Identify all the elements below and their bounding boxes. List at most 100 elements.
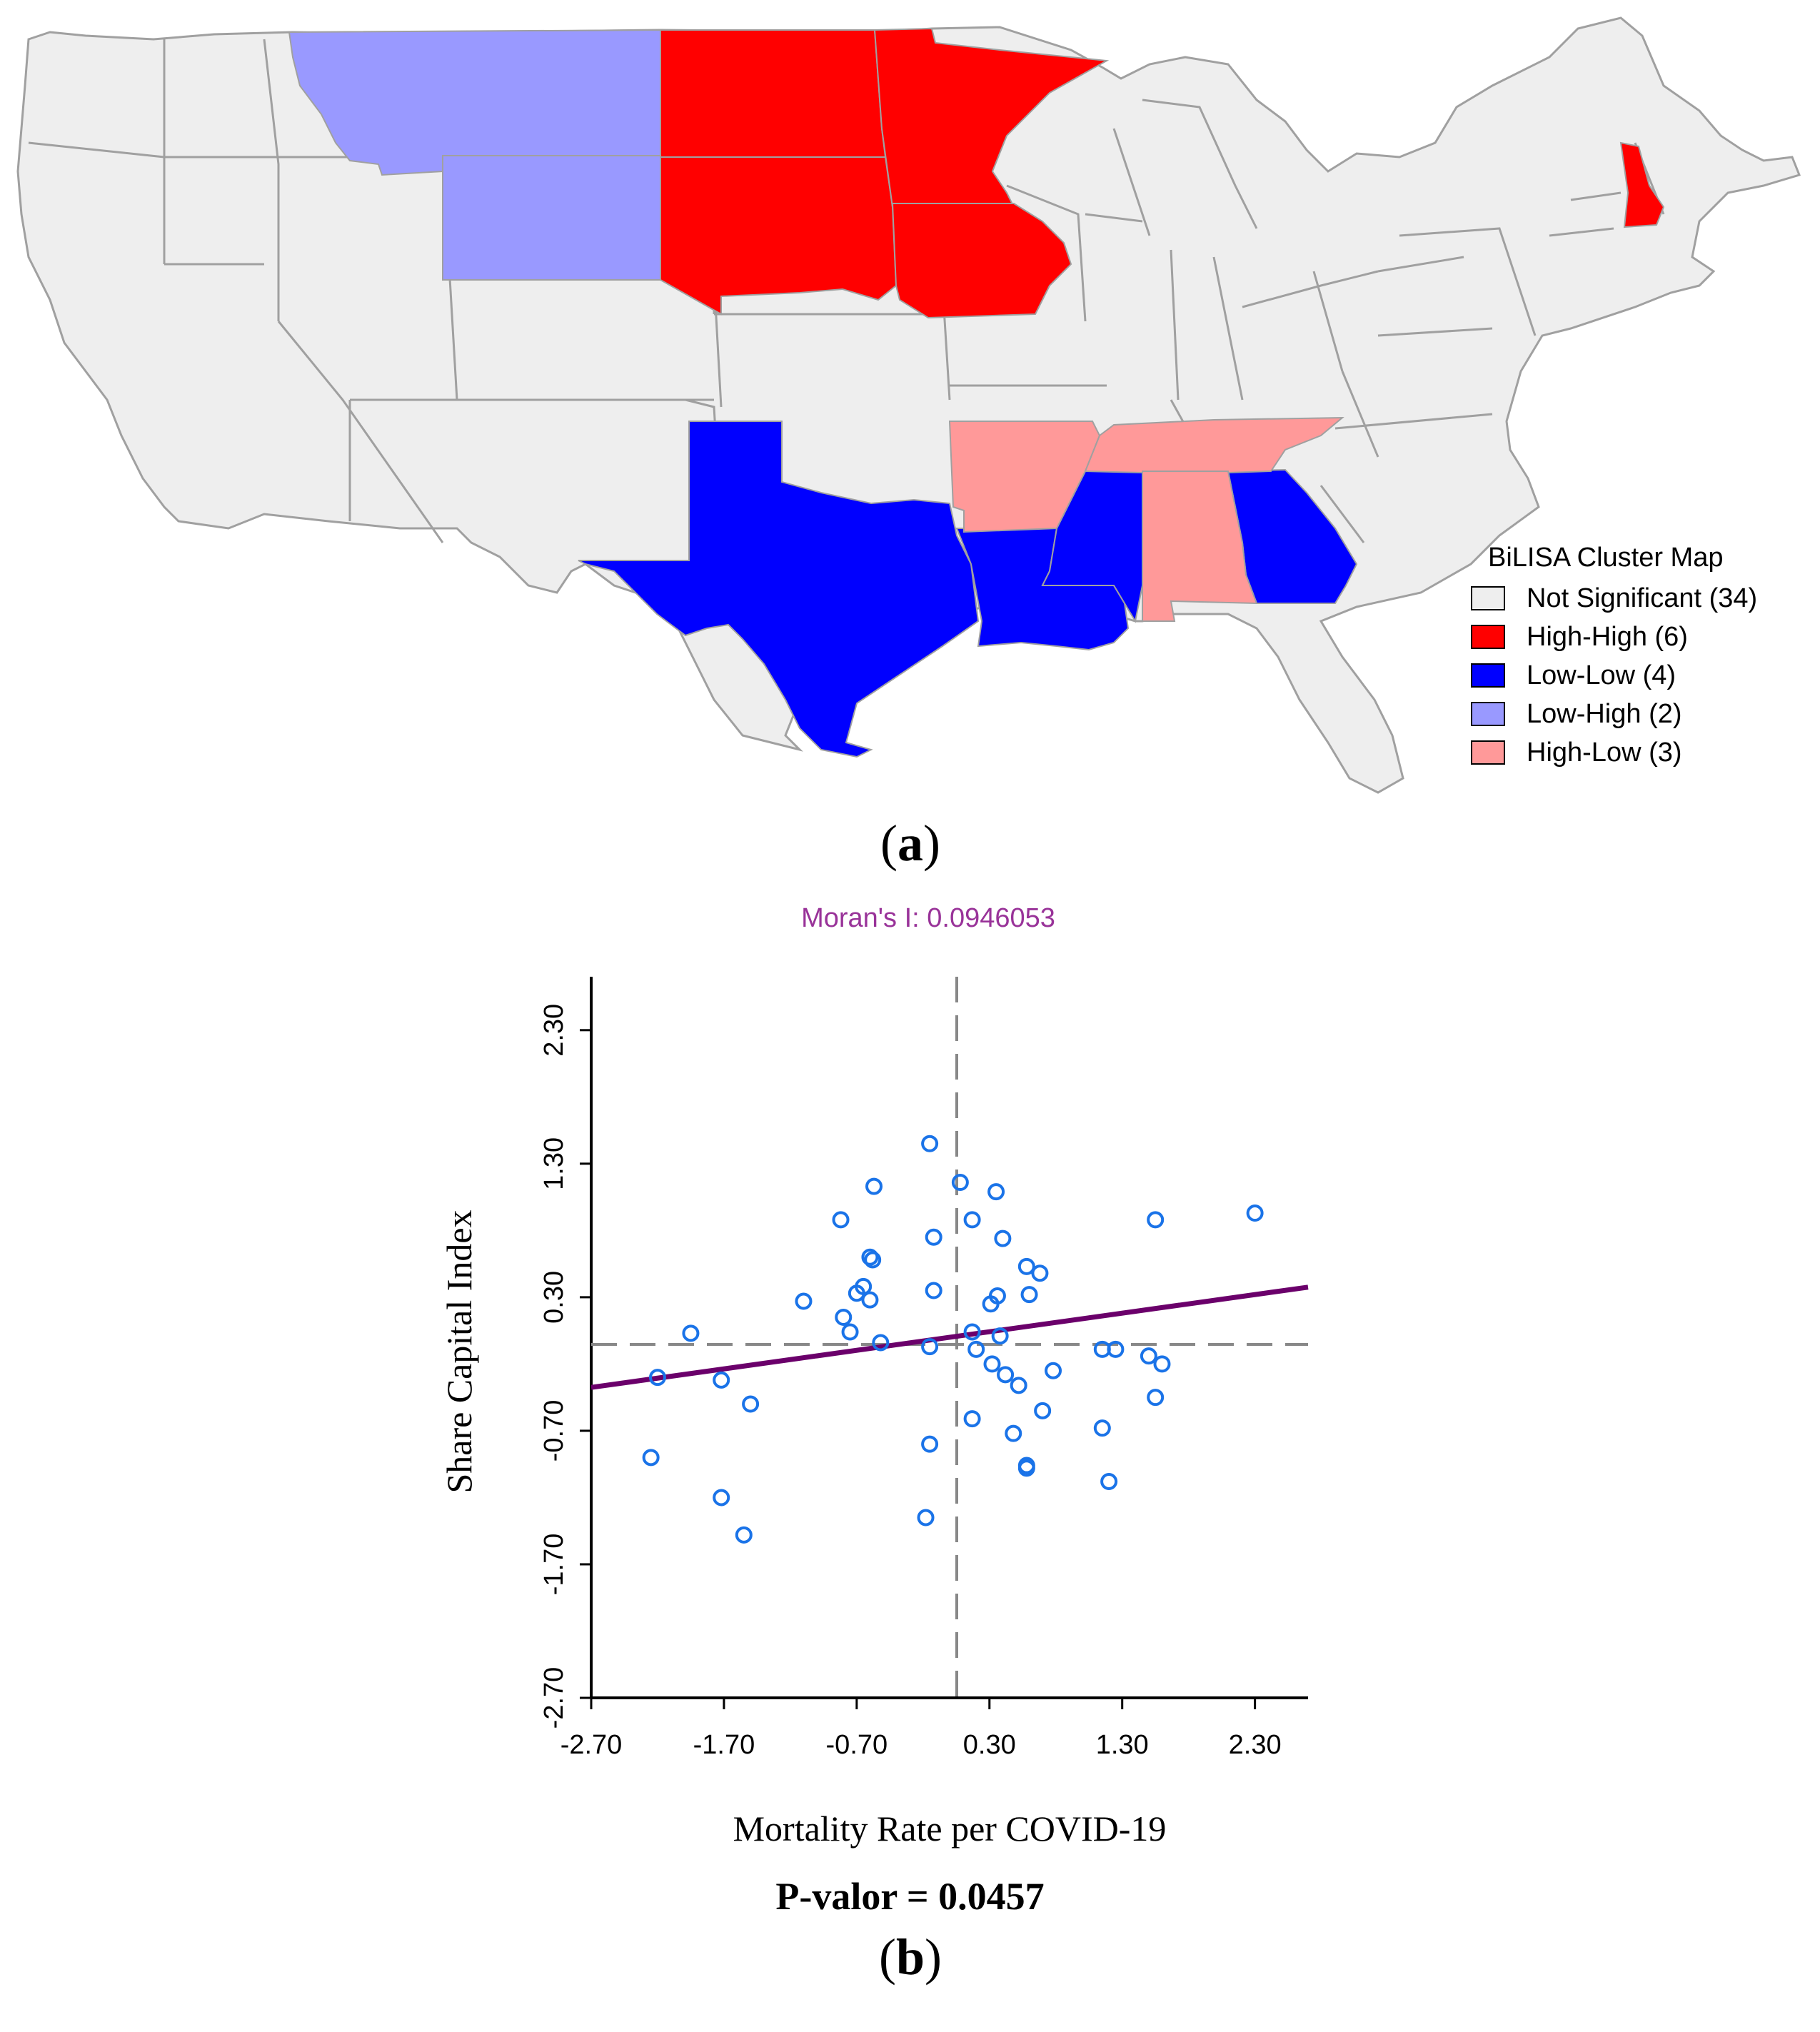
map-legend: BiLISA Cluster Map Not Significant (34) H…: [1471, 543, 1757, 772]
state-arkansas: [948, 421, 1101, 533]
x-tick-label: -1.70: [693, 1730, 755, 1760]
data-point: [983, 1355, 1001, 1373]
legend-swatch: [1471, 740, 1505, 765]
chart-title: Moran's I: 0.0946053: [801, 903, 1055, 933]
data-point: [925, 1282, 942, 1299]
x-tick-label: -0.70: [826, 1730, 888, 1760]
data-point: [963, 1211, 981, 1229]
legend-rows: Not Significant (34) High-High (6) Low-Low…: [1471, 579, 1757, 772]
y-tick-label: 1.30: [539, 1137, 569, 1190]
state-texas: [578, 421, 980, 758]
data-point: [988, 1287, 1006, 1305]
data-point: [735, 1526, 753, 1544]
data-point: [963, 1410, 981, 1428]
legend-label: Low-Low (4): [1527, 660, 1676, 690]
state-new-hampshire: [1619, 141, 1665, 228]
legend-swatch: [1471, 663, 1505, 688]
p-value-label: P-valor = 0.0457: [775, 1875, 1045, 1918]
data-point: [848, 1284, 865, 1302]
legend-label: Low-High (2): [1527, 698, 1682, 729]
state-tennessee: [1084, 416, 1344, 473]
data-point: [642, 1449, 660, 1467]
legend-title: BiLISA Cluster Map: [1488, 543, 1724, 573]
data-point: [921, 1135, 939, 1152]
data-point: [1017, 1257, 1035, 1275]
state-north-dakota: [660, 29, 887, 158]
data-point: [1246, 1204, 1264, 1222]
cluster-map: [16, 16, 1801, 794]
y-tick-label: -0.70: [539, 1400, 569, 1462]
data-point: [1005, 1424, 1022, 1442]
data-point: [917, 1509, 935, 1526]
data-point: [682, 1324, 700, 1342]
data-point: [997, 1366, 1015, 1384]
data-point: [987, 1183, 1005, 1201]
data-point: [742, 1395, 760, 1413]
data-point: [967, 1340, 985, 1358]
legend-item: High-High (6): [1471, 618, 1757, 656]
data-point: [1107, 1340, 1125, 1358]
legend-swatch: [1471, 586, 1505, 610]
data-point: [713, 1371, 730, 1389]
data-point: [1031, 1264, 1049, 1282]
x-axis-label: Mortality Rate per COVID-19: [733, 1809, 1167, 1849]
y-tick-label: 0.30: [539, 1271, 569, 1324]
data-point: [832, 1211, 850, 1229]
data-point: [991, 1327, 1009, 1345]
y-tick-label: 2.30: [539, 1004, 569, 1057]
legend-swatch: [1471, 702, 1505, 726]
state-south-dakota: [660, 156, 898, 316]
data-point: [925, 1228, 942, 1246]
x-tick-label: 1.30: [1096, 1730, 1149, 1760]
data-point: [1100, 1473, 1118, 1490]
data-point: [713, 1489, 730, 1507]
state-montana: [288, 29, 661, 176]
data-point: [1020, 1286, 1038, 1304]
data-point: [1153, 1355, 1171, 1373]
y-tick-label: -2.70: [539, 1667, 569, 1729]
legend-label: Not Significant (34): [1527, 583, 1758, 613]
data-point: [795, 1292, 813, 1310]
state-iowa: [891, 203, 1072, 319]
data-point: [1045, 1362, 1062, 1379]
state-wyoming: [442, 155, 661, 281]
data-point: [1034, 1402, 1052, 1419]
data-point: [865, 1177, 883, 1195]
y-tick-label: -1.70: [539, 1534, 569, 1596]
x-tick-label: -2.70: [560, 1730, 623, 1760]
data-point: [1140, 1347, 1157, 1365]
legend-item: High-Low (3): [1471, 733, 1757, 772]
data-point: [963, 1323, 981, 1341]
data-point: [841, 1323, 859, 1341]
moran-scatter-plot: Moran's I: 0.0946053 -2.70 -1.70 -0.70 0.30 1…: [439, 903, 1309, 1849]
cluster-states: [288, 27, 1665, 758]
y-axis-label: Share Capital Index: [439, 1209, 479, 1493]
panel-label-a: (a): [880, 815, 940, 872]
data-point: [951, 1174, 969, 1192]
legend-item: Low-Low (4): [1471, 656, 1757, 695]
data-point: [872, 1334, 890, 1352]
data-point: [921, 1435, 939, 1453]
legend-label: High-Low (3): [1527, 737, 1682, 768]
data-point: [861, 1248, 879, 1266]
data-point: [1093, 1419, 1111, 1437]
data-point: [835, 1308, 853, 1326]
data-point: [1010, 1377, 1027, 1394]
data-point: [861, 1291, 879, 1309]
regression-line: [590, 1284, 1309, 1390]
data-point: [864, 1251, 882, 1269]
data-point: [1147, 1389, 1165, 1407]
legend-item: Low-High (2): [1471, 695, 1757, 733]
data-point: [1017, 1459, 1035, 1477]
data-point: [648, 1369, 666, 1387]
data-point: [1147, 1211, 1165, 1229]
legend-item: Not Significant (34): [1471, 579, 1757, 618]
x-tick-label: 2.30: [1229, 1730, 1282, 1760]
legend-swatch: [1471, 625, 1505, 649]
legend-label: High-High (6): [1527, 621, 1688, 652]
state-alabama: [1142, 471, 1258, 622]
data-point: [921, 1338, 939, 1356]
panel-label-b: (b): [878, 1928, 942, 1986]
data-point: [994, 1229, 1012, 1247]
x-tick-label: 0.30: [963, 1730, 1016, 1760]
